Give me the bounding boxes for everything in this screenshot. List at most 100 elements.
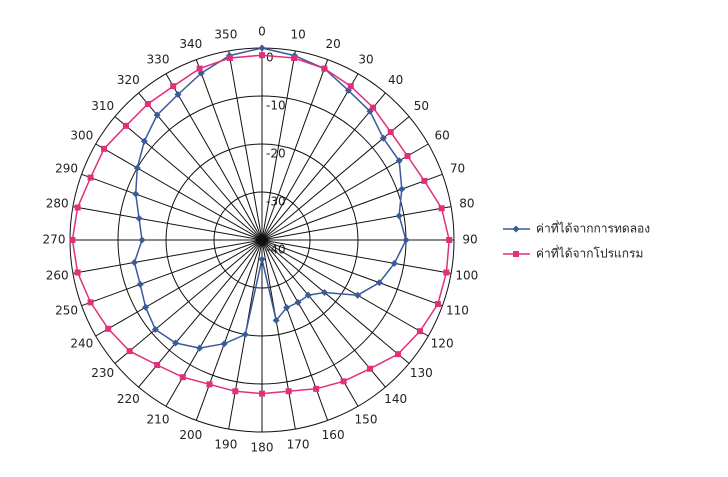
marker: [404, 153, 411, 159]
spoke: [138, 92, 263, 241]
spoke: [95, 143, 263, 241]
marker: [258, 44, 266, 52]
spoke: [114, 239, 263, 364]
marker: [347, 83, 354, 90]
legend-label: ค่าที่ได้จากโปรแกรม: [536, 245, 643, 261]
marker: [232, 388, 239, 395]
spoke: [95, 239, 263, 337]
legend-marker: [512, 225, 520, 233]
r-tick-label: 0: [266, 51, 274, 65]
angle-label: 100: [455, 269, 478, 283]
spoke: [261, 50, 296, 241]
marker: [446, 237, 453, 243]
angle-label: 0: [258, 25, 266, 39]
marker: [153, 111, 161, 119]
angle-label: 190: [214, 437, 237, 451]
marker: [285, 388, 292, 395]
marker: [398, 185, 406, 193]
marker: [135, 214, 143, 222]
legend-marker: [513, 251, 519, 257]
angle-label: 110: [446, 304, 469, 318]
marker: [291, 55, 298, 62]
marker: [283, 304, 291, 312]
spoke: [261, 73, 359, 241]
marker: [226, 55, 233, 62]
marker: [258, 255, 266, 263]
angle-label: 80: [459, 196, 474, 210]
angle-label: 60: [434, 129, 449, 143]
angle-label: 50: [414, 99, 429, 113]
spoke: [261, 239, 386, 388]
marker: [370, 104, 377, 111]
angle-label: 40: [388, 73, 403, 87]
marker: [259, 390, 265, 397]
marker: [130, 259, 138, 267]
marker: [354, 291, 362, 299]
marker: [206, 381, 213, 388]
marker: [172, 339, 180, 347]
marker: [434, 301, 441, 308]
spoke: [195, 239, 263, 421]
marker: [170, 83, 177, 90]
angle-label: 220: [117, 392, 140, 406]
marker: [421, 177, 428, 184]
marker: [87, 299, 94, 306]
marker: [402, 236, 410, 244]
angle-label: 290: [55, 161, 78, 175]
r-tick-label: -40: [266, 243, 286, 257]
angle-label: 350: [214, 28, 237, 42]
spoke: [261, 173, 443, 241]
marker: [144, 100, 151, 107]
marker: [375, 279, 383, 287]
marker: [379, 134, 387, 142]
angle-label: 150: [355, 413, 378, 427]
marker: [196, 65, 203, 72]
marker: [387, 129, 394, 136]
angle-label: 120: [431, 337, 454, 351]
marker: [272, 316, 280, 324]
marker: [259, 52, 265, 59]
spoke: [261, 239, 410, 364]
marker: [154, 362, 161, 369]
marker: [395, 351, 402, 358]
angle-label: 180: [251, 441, 274, 455]
marker: [294, 298, 302, 306]
r-tick-label: -20: [266, 147, 286, 161]
marker: [304, 291, 312, 299]
spoke: [72, 206, 263, 241]
angle-label: 340: [179, 37, 202, 51]
spoke: [114, 116, 263, 241]
angle-label: 90: [462, 233, 477, 247]
angle-label: 30: [358, 52, 373, 66]
angle-label: 270: [43, 233, 66, 247]
angle-label: 230: [91, 366, 114, 380]
spoke: [81, 239, 263, 307]
angle-label: 20: [325, 37, 340, 51]
marker: [101, 145, 108, 152]
marker: [74, 269, 81, 276]
angle-label: 210: [147, 413, 170, 427]
series-line: [71, 54, 450, 395]
marker: [366, 365, 373, 372]
marker: [151, 325, 159, 333]
marker: [416, 328, 423, 335]
marker: [340, 378, 347, 385]
marker: [138, 236, 146, 244]
marker: [313, 385, 320, 392]
marker: [136, 280, 144, 288]
marker: [395, 212, 403, 220]
legend-label: ค่าที่ได้จากการทดลอง: [536, 220, 650, 236]
angle-label: 250: [55, 304, 78, 318]
angle-label: 260: [46, 269, 69, 283]
marker: [438, 205, 445, 212]
marker: [69, 237, 76, 243]
spoke: [261, 239, 429, 337]
marker: [122, 122, 129, 129]
angle-label: 140: [384, 392, 407, 406]
angle-label: 200: [179, 428, 202, 442]
marker: [241, 331, 249, 339]
marker: [174, 91, 182, 99]
angle-label: 320: [117, 73, 140, 87]
